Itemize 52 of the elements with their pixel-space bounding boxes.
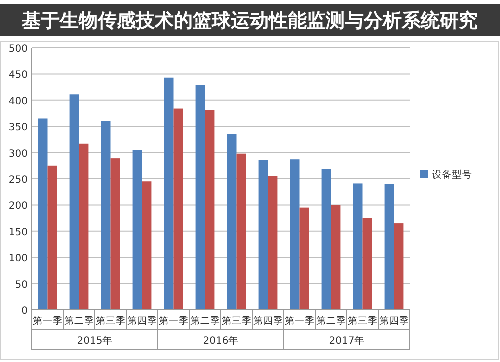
x-tick-label: 第三季 — [348, 315, 378, 327]
y-tick-label: 150 — [8, 227, 28, 238]
y-tick-label: 450 — [8, 70, 28, 82]
x-tick-label: 第一季 — [158, 315, 189, 327]
bar — [331, 205, 341, 310]
bar — [290, 160, 300, 310]
x-tick-label: 第二季 — [316, 315, 346, 327]
bar — [353, 184, 363, 310]
bar — [70, 94, 80, 310]
chart-title: 基于生物传感技术的篮球运动性能监测与分析系统研究 — [21, 10, 478, 32]
bar — [322, 169, 332, 310]
x-tick-label: 第二季 — [190, 315, 220, 327]
legend-label: 设备型号 — [432, 169, 472, 181]
text: 2015年 — [77, 335, 113, 347]
bar — [268, 176, 278, 310]
x-tick-label: 第四季 — [379, 315, 410, 327]
bar — [362, 218, 372, 310]
bar — [394, 224, 404, 310]
bar — [196, 85, 206, 310]
x-tick-label: 第四季 — [127, 315, 158, 327]
x-tick-label: 第二季 — [64, 315, 94, 327]
bar — [258, 160, 268, 310]
x-tick-label: 第三季 — [96, 315, 126, 327]
x-tick-label: 第一季 — [32, 315, 63, 327]
bar — [205, 110, 215, 310]
bar — [236, 154, 246, 310]
x-tick-label: 第三季 — [222, 315, 252, 327]
y-tick-label: 300 — [8, 148, 28, 160]
bar — [142, 182, 152, 310]
bar — [384, 184, 394, 310]
bar — [174, 108, 184, 310]
bar — [48, 166, 58, 310]
y-tick-label: 250 — [8, 175, 28, 186]
bar — [132, 150, 142, 310]
bar — [110, 158, 120, 310]
y-tick-label: 400 — [8, 96, 28, 108]
x-tick-label: 第一季 — [284, 315, 315, 327]
y-tick-label: 100 — [8, 254, 28, 265]
bar — [38, 118, 48, 310]
bar — [101, 121, 111, 310]
text: 2017年 — [329, 335, 365, 347]
y-tick-label: 200 — [8, 201, 28, 212]
bar — [79, 144, 89, 310]
bar — [164, 78, 174, 310]
y-tick-label: 0 — [22, 306, 28, 317]
x-tick-label: 第四季 — [253, 315, 284, 327]
bar — [300, 208, 310, 310]
y-tick-label: 50 — [15, 280, 28, 291]
y-tick-label: 350 — [8, 122, 28, 134]
y-tick-label: 500 — [8, 44, 28, 55]
text: 2016年 — [203, 335, 239, 347]
bar — [227, 134, 237, 310]
